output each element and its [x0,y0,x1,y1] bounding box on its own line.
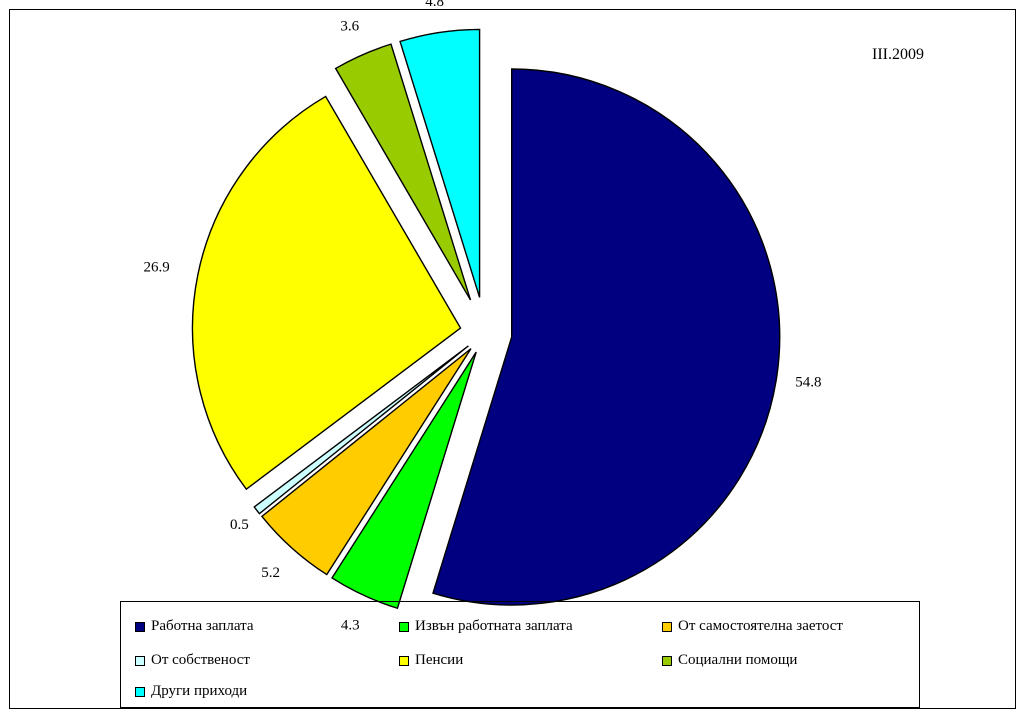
legend-label: Работна заплата [151,618,254,634]
slice-value-label: 4.3 [341,617,360,633]
pie-slice [253,345,469,515]
legend-swatch [399,655,409,666]
legend-label: Извън работната заплата [415,618,573,634]
period-label: III.2009 [872,46,924,63]
legend-swatch [662,655,672,666]
slice-value-label: 4.8 [425,0,444,10]
slice-value-label: 3.6 [340,18,359,34]
legend-item-self-employment: От самостоятелна заетост [662,618,843,635]
pie-slice [331,351,477,610]
pie-slice [432,68,781,606]
pie-slice [334,43,472,301]
legend-label: Други приходи [151,683,248,699]
legend-swatch [399,621,409,632]
legend-label: От собственост [151,652,250,668]
slice-value-label: 26.9 [144,260,170,276]
legend-label: От самостоятелна заетост [678,618,843,634]
legend-item-social-aid: Социални помощи [662,652,797,669]
slice-value-label: 0.5 [230,517,249,533]
legend-item-wages: Работна заплата [135,618,254,635]
legend-swatch [135,686,145,697]
pie-slice [260,348,472,576]
legend: Работна заплата Извън работната заплата … [120,601,920,708]
legend-item-other-income: Други приходи [135,683,247,700]
legend-swatch [135,621,145,632]
legend-item-extra-wages: Извън работната заплата [399,618,573,635]
legend-label: Пенсии [415,652,464,668]
legend-swatch [662,621,672,632]
pie-slice [399,28,481,298]
pie-slice [191,95,462,491]
chart-frame [9,9,1016,709]
legend-item-pensions: Пенсии [399,652,463,669]
legend-item-property: От собственост [135,652,250,669]
slice-value-label: 54.8 [795,375,821,391]
legend-swatch [135,655,145,666]
slice-value-label: 5.2 [261,565,280,581]
legend-label: Социални помощи [678,652,798,668]
